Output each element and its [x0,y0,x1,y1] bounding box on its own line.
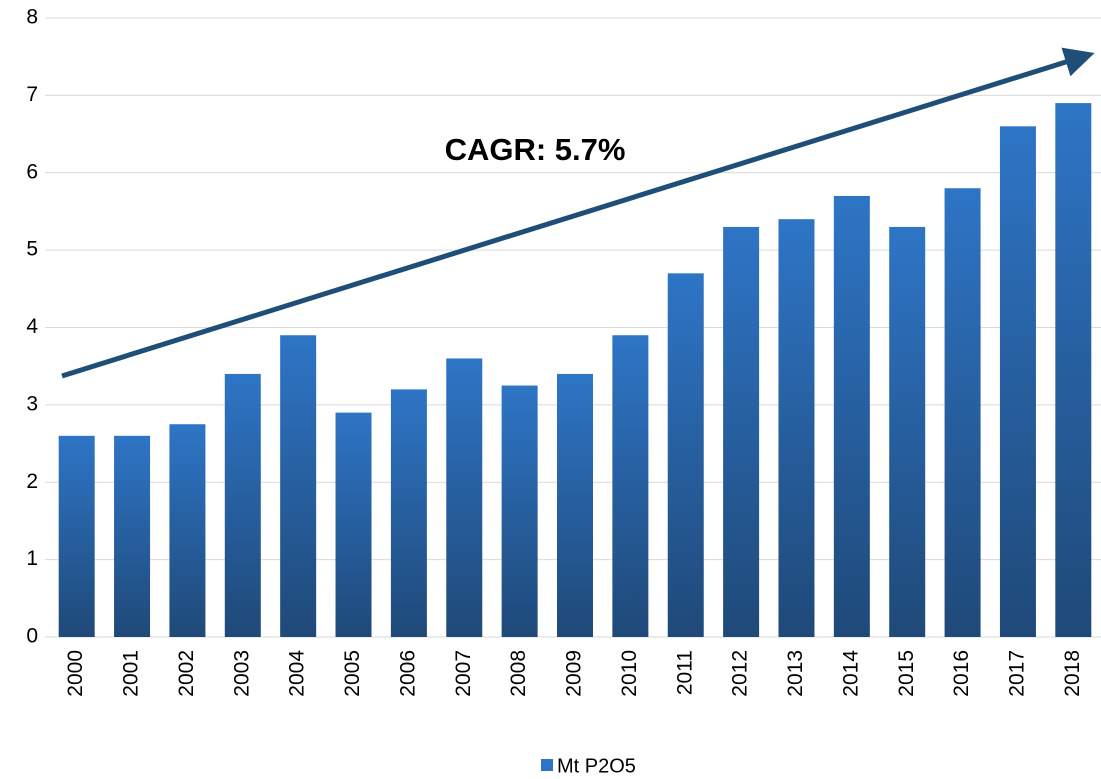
bar [169,424,206,637]
legend-label: Mt P2O5 [557,755,636,777]
bar [557,373,593,637]
bar [501,385,538,637]
x-tick-label: 2006 [396,650,419,697]
bar [58,435,95,637]
annotation: CAGR: 5.7% [445,132,626,167]
x-tick-label: 2001 [120,650,143,697]
bar [999,126,1036,637]
bar [446,358,483,637]
x-tick-label: 2017 [1005,650,1028,697]
x-tick-label: 2015 [895,650,918,697]
x-tick-label: 2005 [341,650,364,697]
y-tick-label: 3 [26,392,38,415]
y-tick-label: 5 [26,238,38,261]
trend-arrow [61,47,1095,379]
x-tick-label: 2002 [175,650,198,697]
x-tick-label: 2008 [507,650,530,697]
bars [58,103,1092,638]
bar [612,335,649,637]
y-tick-label: 2 [26,470,38,493]
bar [114,435,151,637]
x-tick-label: 2013 [784,650,807,697]
y-tick-label: 1 [26,547,38,570]
x-tick-label: 2018 [1061,650,1084,697]
y-tick-label: 4 [26,315,38,338]
y-tick-label: 8 [26,6,38,29]
bar [224,373,261,637]
x-tick-label: 2016 [950,650,973,697]
y-tick-label: 7 [26,83,38,106]
bar [335,412,372,637]
bar [778,219,815,638]
legend-swatch [541,759,553,771]
bar [833,195,870,637]
x-tick-label: 2010 [618,650,641,697]
x-tick-label: 2014 [839,650,862,697]
bar [667,273,704,637]
x-tick-label: 2009 [563,650,586,697]
x-tick-label: 2003 [230,650,253,697]
bar [1055,103,1092,638]
bar [390,389,427,637]
bar [280,335,317,637]
x-tick-label: 2011 [673,650,696,695]
x-tick-label: 2007 [452,650,475,697]
bar [944,188,981,637]
x-tick-label: 2004 [286,650,309,697]
x-tick-label: 2012 [729,650,752,697]
bar [723,226,760,637]
y-tick-label: 6 [26,160,38,183]
x-tick-label: 2000 [64,650,87,697]
bar [889,226,926,637]
y-tick-label: 0 [26,625,38,648]
